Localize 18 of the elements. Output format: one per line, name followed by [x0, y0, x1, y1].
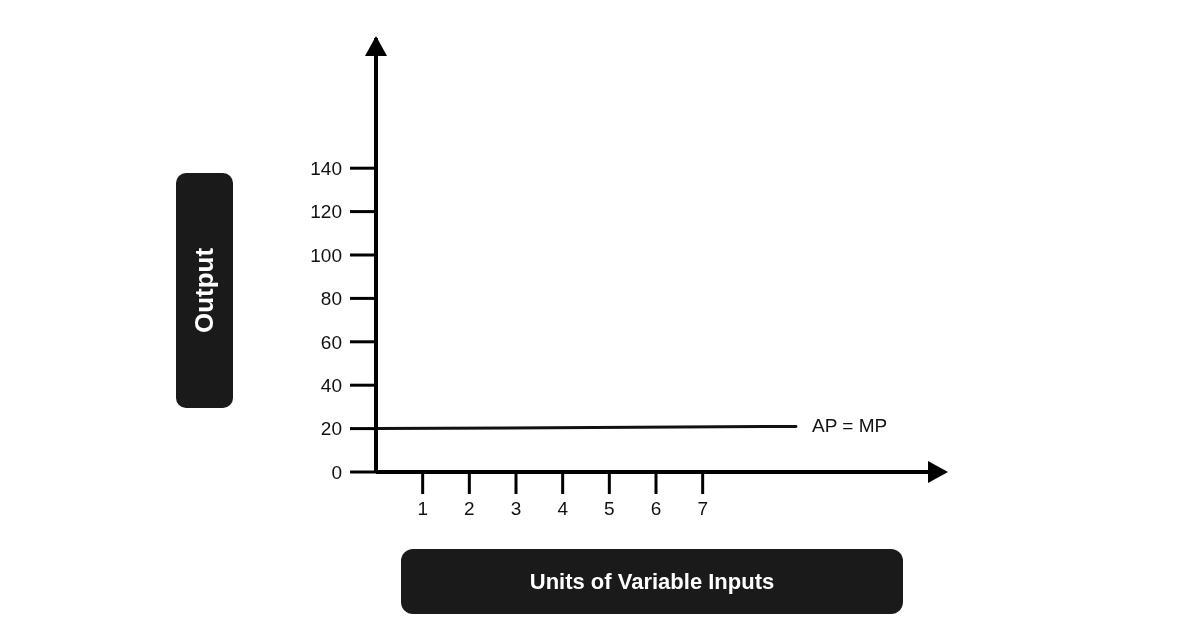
y-tick-label: 20: [320, 418, 342, 440]
x-tick-label: 7: [697, 498, 708, 520]
y-axis-title: Output: [189, 247, 219, 334]
y-tick-label: 40: [320, 374, 342, 396]
x-tick-label: 2: [464, 498, 475, 520]
y-tick-label: 0: [331, 461, 342, 483]
y-tick-label: 100: [310, 244, 342, 266]
x-tick-label: 6: [650, 498, 662, 520]
x-tick-label: 5: [604, 498, 615, 520]
series-label: AP = MP: [812, 415, 888, 437]
y-tick-label: 80: [320, 288, 342, 310]
x-tick-label: 1: [417, 498, 428, 520]
y-tick-label: 140: [310, 157, 342, 179]
x-tick-label: 3: [510, 498, 522, 520]
x-tick-label: 4: [557, 498, 569, 520]
y-tick-label: 120: [310, 201, 342, 223]
y-tick-label: 60: [320, 331, 342, 353]
x-axis-title: Units of Variable Inputs: [529, 568, 775, 595]
